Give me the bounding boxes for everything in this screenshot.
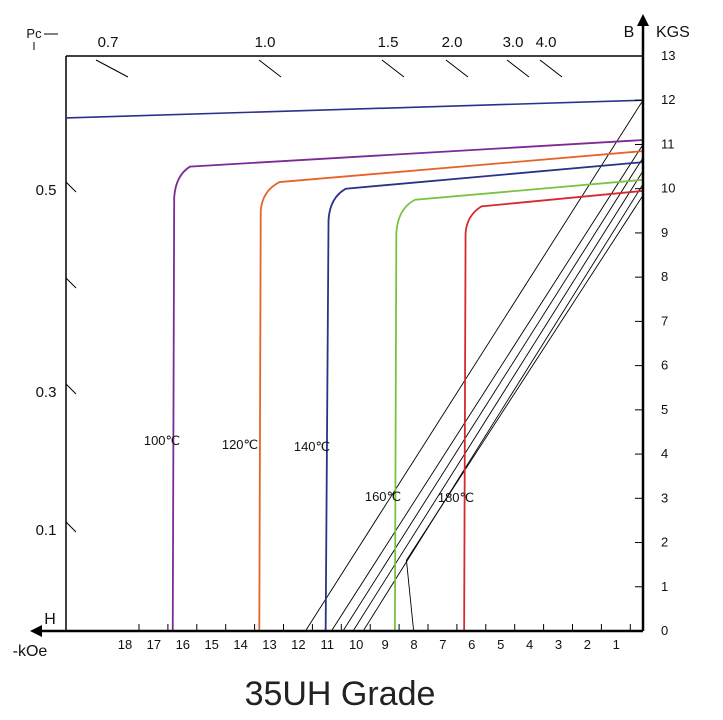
h-tick-label: 6: [468, 637, 475, 652]
pc-top-label: 4.0: [536, 34, 557, 51]
h-tick-label: 1: [613, 637, 620, 652]
pc-top-label: 3.0: [503, 34, 524, 51]
load-line: [405, 195, 644, 632]
pc-top-tick: [445, 59, 469, 78]
load-line: [305, 99, 644, 632]
h-tick-label: 7: [439, 637, 446, 652]
pc-top-tick: [539, 59, 563, 78]
temp-label: 180℃: [438, 490, 474, 505]
chart-title: 35UH Grade: [245, 675, 436, 713]
top-curve: [65, 99, 644, 119]
h-tick-label: 15: [204, 637, 218, 652]
h-tick-label: 4: [526, 637, 533, 652]
b-tick-label: 3: [661, 490, 668, 505]
b-tick-label: 11: [661, 136, 675, 151]
h-tick-label: 11: [321, 637, 335, 652]
b-tick-label: 7: [661, 313, 668, 328]
b-axis-arrow: [637, 14, 649, 26]
pc-left-tick: [65, 181, 77, 193]
demag-curve: [258, 150, 644, 632]
pc-marks: [65, 59, 563, 533]
pc-top-tick: [258, 59, 282, 78]
b-tick-label: 5: [661, 402, 668, 417]
pc-left-tick: [65, 521, 77, 533]
pc-axis-label: Pc: [26, 26, 42, 41]
pc-left-label: 0.5: [36, 182, 57, 199]
demag-curve: [393, 178, 644, 632]
demag-curve: [463, 190, 644, 632]
pc-left-label: 0.1: [36, 522, 57, 539]
load-line: [331, 144, 644, 632]
pc-left-tick: [65, 277, 77, 289]
h-tick-label: 16: [176, 637, 190, 652]
plot-frame: [65, 55, 643, 631]
pc-top-label: 2.0: [442, 34, 463, 51]
pc-top-tick: [506, 59, 530, 78]
b-tick-label: 6: [661, 358, 668, 373]
h-tick-label: 9: [381, 637, 388, 652]
h-axis-unit: -kOe: [13, 643, 48, 660]
h-tick-label: 2: [584, 637, 591, 652]
b-axis-marker: B: [624, 24, 635, 41]
b-tick-label: 8: [661, 269, 668, 284]
temp-label: 160℃: [365, 489, 401, 504]
temp-label: 120℃: [222, 437, 258, 452]
load-line: [342, 157, 644, 632]
pc-top-label: 1.0: [255, 34, 276, 51]
h-tick-label: 17: [147, 637, 161, 652]
load-line: [362, 184, 644, 632]
pc-top-tick: [381, 59, 405, 78]
b-tick-label: 4: [661, 446, 668, 461]
pc-left-label: 0.3: [36, 384, 57, 401]
h-tick-label: 5: [497, 637, 504, 652]
load-line: [352, 170, 644, 632]
h-tick-label: 14: [233, 637, 247, 652]
pc-top-tick: [95, 59, 129, 78]
b-tick-label: 9: [661, 225, 668, 240]
h-tick-label: 3: [555, 637, 562, 652]
h-axis-arrow: [30, 625, 42, 637]
b-tick-label: 10: [661, 181, 675, 196]
curves: [65, 99, 644, 632]
demag-curve: [324, 161, 644, 632]
demag-curve: [171, 139, 644, 632]
b-axis-unit: KGS: [656, 24, 690, 41]
h-tick-label: 13: [262, 637, 276, 652]
h-tick-label: 8: [410, 637, 417, 652]
b-tick-label: 1: [661, 579, 668, 594]
h-tick-label: 10: [349, 637, 363, 652]
pc-top-label: 1.5: [378, 34, 399, 51]
pc-left-tick: [65, 383, 77, 395]
pc-top-label: 0.7: [98, 34, 119, 51]
b-tick-label: 0: [661, 623, 668, 638]
h-tick-label: 18: [118, 637, 132, 652]
axes: [30, 14, 649, 637]
b-tick-label: 2: [661, 535, 668, 550]
temp-label: 100℃: [144, 433, 180, 448]
h-tick-label: 12: [291, 637, 305, 652]
b-tick-label: 12: [661, 92, 675, 107]
temp-label: 140℃: [294, 439, 330, 454]
b-tick-label: 13: [661, 48, 675, 63]
h-axis-marker: H: [44, 611, 56, 628]
